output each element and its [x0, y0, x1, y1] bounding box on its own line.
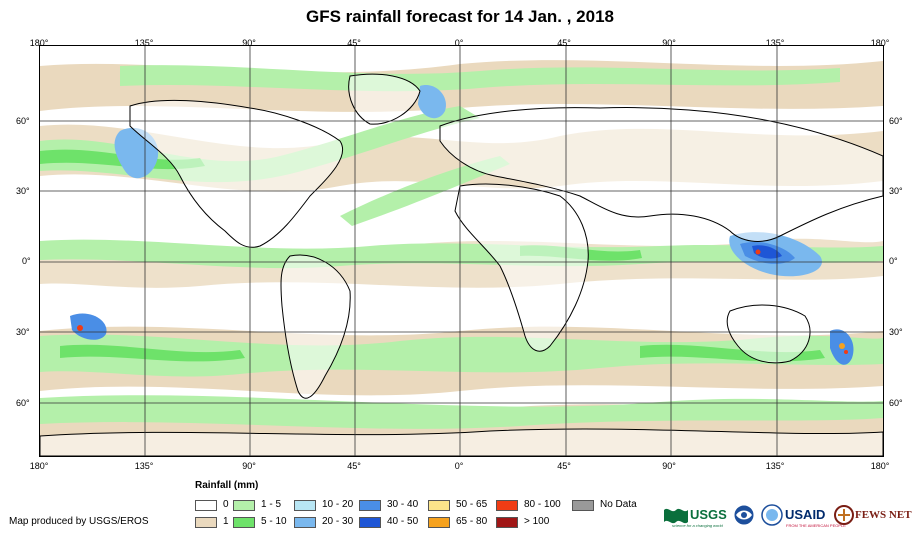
lon-label-top: 135° [134, 38, 154, 48]
usgs-tagline: science for a changing world [672, 523, 723, 528]
lon-label-bottom: 135° [134, 461, 154, 471]
map-title: GFS rainfall forecast for 14 Jan. , 2018 [305, 7, 615, 26]
usaid-text: USAID [785, 507, 825, 522]
lon-label-bottom: 135° [765, 461, 785, 471]
legend-swatch [496, 517, 518, 528]
legend-swatch [496, 500, 518, 511]
coastlines [40, 73, 883, 456]
legend-label: 40 - 50 [387, 516, 419, 527]
credit-text: Map produced by USGS/EROS [9, 516, 149, 527]
usaid-tagline: FROM THE AMERICAN PEOPLE [786, 523, 846, 528]
seal-logo [761, 504, 783, 526]
legend-label: 1 - 5 [261, 499, 282, 510]
lon-label-bottom: 90° [662, 461, 676, 471]
legend-label: 80 - 100 [524, 499, 561, 510]
rainfall-map[interactable] [39, 45, 884, 457]
fewsnet-logo: FEWS NET [834, 505, 912, 525]
lon-label-bottom: 45° [557, 461, 571, 471]
lat-label-right: 30° [889, 327, 903, 337]
lon-label-bottom: 90° [242, 461, 256, 471]
lat-label-right: 60° [889, 116, 903, 126]
lon-label-top: 90° [662, 38, 676, 48]
lat-label-left: 60° [16, 116, 30, 126]
lat-label-left: 30° [16, 327, 30, 337]
legend-label: 30 - 40 [387, 499, 419, 510]
legend-swatch [233, 517, 255, 528]
lon-label-top: 180° [29, 38, 49, 48]
lon-label-bottom: 180° [870, 461, 890, 471]
legend-swatch [195, 500, 217, 511]
usgs-logo: USGS science for a changing world [664, 507, 727, 528]
lat-label-right: 30° [889, 186, 903, 196]
legend-label: 1 [223, 516, 229, 527]
legend-label: 20 - 30 [322, 516, 354, 527]
legend-swatch [359, 517, 381, 528]
legend-swatch [428, 517, 450, 528]
legend-swatch [195, 517, 217, 528]
legend-swatch [294, 500, 316, 511]
legend-label: No Data [600, 499, 637, 510]
legend-swatch [294, 517, 316, 528]
lat-label-right: 60° [889, 398, 903, 408]
fews-text: FEWS NET [855, 509, 912, 521]
legend-label: > 100 [524, 516, 550, 527]
agency-logos: USGS science for a changing world USAID … [662, 500, 917, 530]
lon-label-top: 180° [870, 38, 890, 48]
logos-svg: USGS science for a changing world USAID … [664, 504, 912, 528]
legend-label: 5 - 10 [261, 516, 287, 527]
legend-swatch [572, 500, 594, 511]
usaid-logo: USAID FROM THE AMERICAN PEOPLE [785, 507, 846, 528]
legend-swatch [428, 500, 450, 511]
legend-swatch [359, 500, 381, 511]
noaa-logo [733, 504, 755, 526]
lon-label-top: 90° [242, 38, 256, 48]
lat-label-left: 60° [16, 398, 30, 408]
lat-label-right: 0° [889, 256, 898, 266]
map-canvas [40, 46, 883, 456]
legend-label: 10 - 20 [322, 499, 354, 510]
legend-label: 65 - 80 [456, 516, 488, 527]
lat-label-left: 0° [22, 256, 31, 266]
graticule [40, 46, 883, 456]
lon-label-top: 45° [557, 38, 571, 48]
usgs-text: USGS [690, 507, 727, 522]
lon-label-top: 0° [454, 38, 464, 48]
legend-title: Rainfall (mm) [195, 480, 259, 491]
legend-label: 50 - 65 [456, 499, 488, 510]
lon-label-bottom: 45° [347, 461, 361, 471]
lon-label-bottom: 0° [454, 461, 464, 471]
lat-label-left: 30° [16, 186, 30, 196]
lon-label-top: 45° [347, 38, 361, 48]
legend-swatch [233, 500, 255, 511]
lon-label-top: 135° [765, 38, 785, 48]
lon-label-bottom: 180° [29, 461, 49, 471]
legend-label: 0 [223, 499, 229, 510]
